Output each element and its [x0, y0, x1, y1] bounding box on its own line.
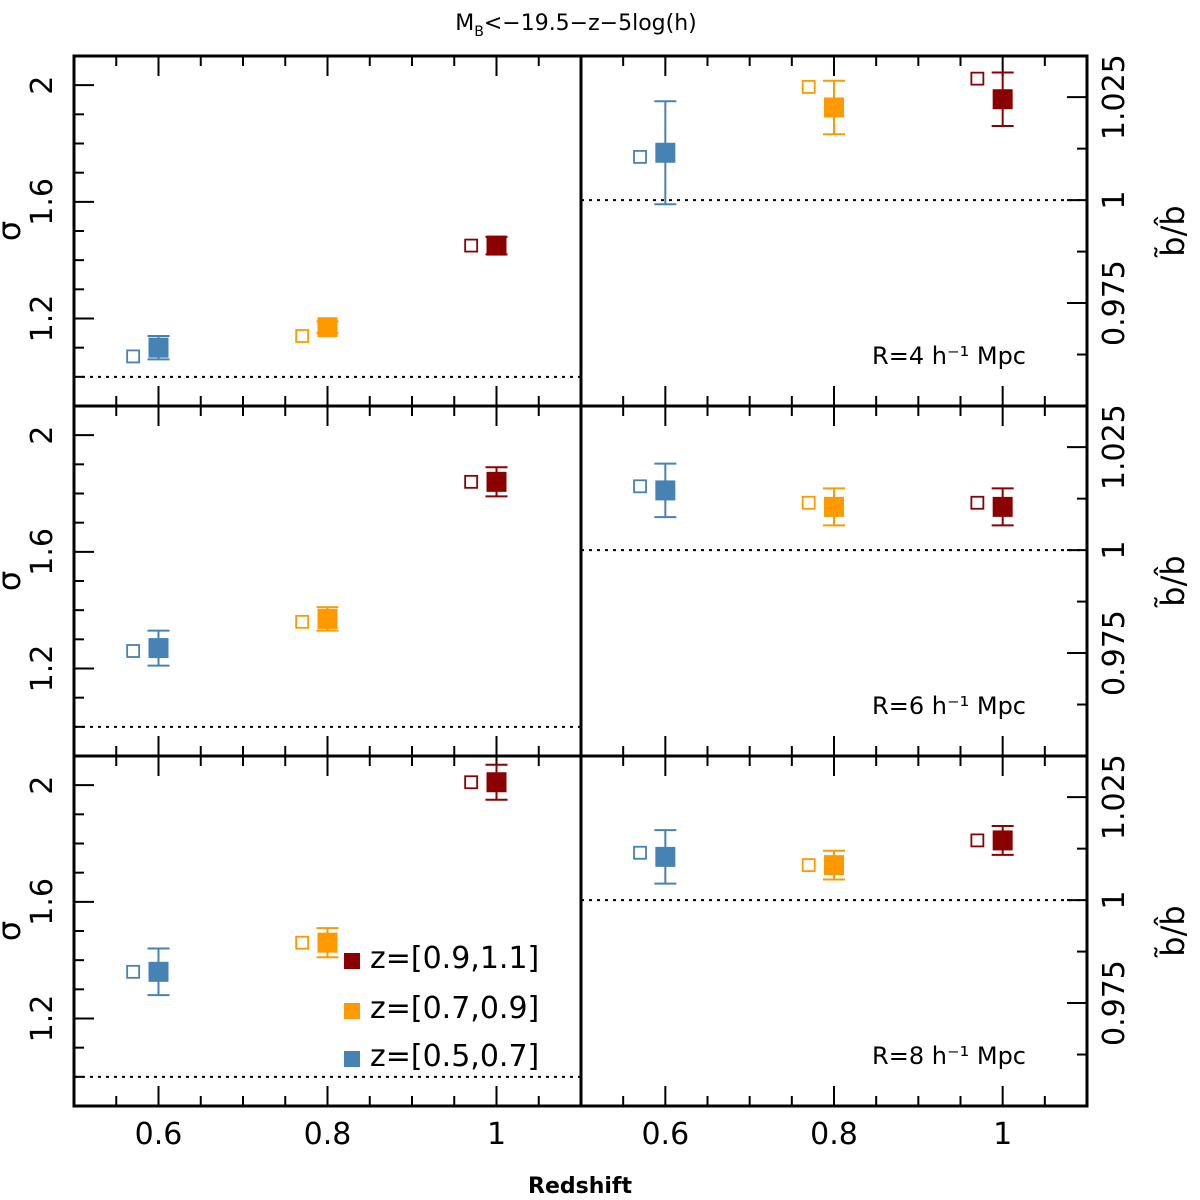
panel-r1-left-point-open [464, 238, 479, 253]
panel-r3-right-ytick-label: 1.025 [1097, 754, 1132, 840]
panel-r2-right-point-open [801, 495, 816, 510]
panel-r1-right-point-filled [824, 97, 844, 118]
panel-r3-right-ylabel: b̃/b̂ [1154, 905, 1192, 958]
legend-label-orange: z=[0.7,0.9] [370, 991, 539, 1026]
panel-r2-left-point-open [464, 474, 479, 489]
panel-r2-left-ytick-label: 1.2 [25, 645, 60, 693]
panel-r1-left-point-filled [148, 337, 169, 358]
x-axis-label: Redshift [528, 1174, 632, 1199]
panel-r2-left-point-filled [317, 608, 338, 629]
panel-r2-left-ytick-label: 2 [25, 426, 60, 445]
panel-r1-right-ytick-label: 0.975 [1097, 260, 1132, 346]
panel-r3-right-point-filled [824, 855, 844, 876]
xtick-label-c2: 0.8 [810, 1117, 858, 1152]
panel-r1-right-point-open [970, 71, 985, 86]
panel-r3-left-point-filled [486, 772, 507, 793]
panel-r2-right-point-open [633, 479, 647, 494]
annotation-row-3: R=8 h⁻¹ Mpc [872, 1042, 1026, 1070]
panel-r3-right-ytick-label: 0.975 [1097, 960, 1132, 1046]
panel-r3-left-point-open [126, 964, 141, 979]
panel-r1-left-ylabel: σ̂ [0, 221, 28, 241]
panel-r3-left-ytick-label: 1.2 [25, 995, 60, 1043]
panel-frame-r3-c2 [579, 754, 1089, 1108]
panel-r2-right-ylabel: b̃/b̂ [1154, 555, 1192, 608]
panel-r1-right-ytick-label: 1.025 [1097, 54, 1132, 140]
panel-r3-left-ylabel: σ̂ [0, 921, 28, 941]
panel-r2-right-ytick-label: 0.975 [1097, 610, 1132, 696]
legend-label-blue: z=[0.5,0.7] [370, 1039, 539, 1074]
panel-r1-right-ytick-label: 1 [1097, 191, 1132, 210]
panel-r3-right-point-open [970, 833, 985, 848]
panel-r1-left-ytick-label: 1.6 [25, 178, 60, 226]
xtick-label-c1: 0.6 [135, 1117, 183, 1152]
legend-swatch-blue [344, 1051, 360, 1067]
panel-r2-left-point-filled [148, 638, 169, 659]
chart-title-main: M [455, 11, 474, 36]
xtick-label-c2: 0.6 [641, 1117, 689, 1152]
panel-r1-right-point-filled [992, 89, 1013, 110]
panel-r3-left-point-open [295, 935, 310, 950]
panel-frames [72, 54, 1089, 1108]
legend-label-red: z=[0.9,1.1] [370, 941, 539, 976]
panel-r3-right-point-open [801, 858, 816, 873]
xtick-label-c2: 1 [993, 1117, 1012, 1152]
panel-r2-right-point-filled [655, 480, 676, 501]
panel-r1-right-point-open [633, 149, 647, 164]
legend: z=[0.9,1.1] z=[0.7,0.9] z=[0.5,0.7] [344, 941, 539, 1074]
annotation-row-1: R=4 h⁻¹ Mpc [872, 342, 1026, 370]
axis-ticks [74, 56, 1087, 1106]
panel-r2-right-ytick-label: 1.025 [1097, 404, 1132, 490]
panel-r2-left-ylabel: σ̂ [0, 571, 28, 591]
chart-title: MB<−19.5−z−5log(h) [455, 11, 697, 40]
panel-frame-r2-c1 [72, 404, 583, 758]
panel-r2-left-point-open [126, 644, 141, 658]
panel-r2-right-ytick-label: 1 [1097, 541, 1132, 560]
xtick-label-c1: 0.8 [304, 1117, 352, 1152]
legend-swatch-orange [344, 1003, 360, 1019]
chart-title-subscript: B [474, 24, 484, 40]
chart-title-rest: <−19.5−z−5log(h) [484, 11, 697, 36]
legend-swatch-red [344, 953, 360, 969]
panel-r1-left-point-open [126, 349, 141, 364]
panel-r2-left-point-open [295, 614, 310, 629]
panel-r3-left-ytick-label: 2 [25, 776, 60, 795]
panel-r3-right-point-filled [992, 830, 1013, 851]
panel-r2-left-ytick-label: 1.6 [25, 528, 60, 576]
chart-text: MB<−19.5−z−5log(h) Redshift 1.2 1.6 2 σ̂ 0.9… [0, 11, 1192, 1199]
panel-r3-left-ytick-label: 1.6 [25, 878, 60, 926]
xtick-label-c1: 1 [487, 1117, 506, 1152]
panel-r2-right-point-open [970, 495, 985, 510]
panel-r1-right-point-open [801, 79, 816, 94]
annotation-row-2: R=6 h⁻¹ Mpc [872, 692, 1026, 720]
panel-r3-left-point-open [464, 775, 479, 790]
panel-r1-left-ytick-label: 1.2 [25, 295, 60, 343]
panel-r2-right-point-filled [824, 496, 844, 517]
panel-r3-left-point-filled [317, 932, 338, 953]
panel-r3-right-point-filled [655, 846, 676, 867]
panel-r2-left-point-filled [486, 471, 507, 492]
panel-r1-left-point-open [295, 329, 310, 343]
panel-r2-right-point-filled [992, 496, 1013, 517]
panel-r1-right-ylabel: b̃/b̂ [1154, 205, 1192, 258]
panel-r3-right-point-open [633, 845, 647, 860]
panel-r1-left-ytick-label: 2 [25, 76, 60, 95]
panel-r1-left-point-filled [486, 235, 507, 256]
panel-r1-left-point-filled [317, 317, 338, 338]
data-points [126, 71, 1014, 997]
panel-r3-left-point-filled [148, 961, 169, 982]
panel-r1-right-point-filled [655, 142, 676, 163]
panel-r3-right-ytick-label: 1 [1097, 891, 1132, 910]
